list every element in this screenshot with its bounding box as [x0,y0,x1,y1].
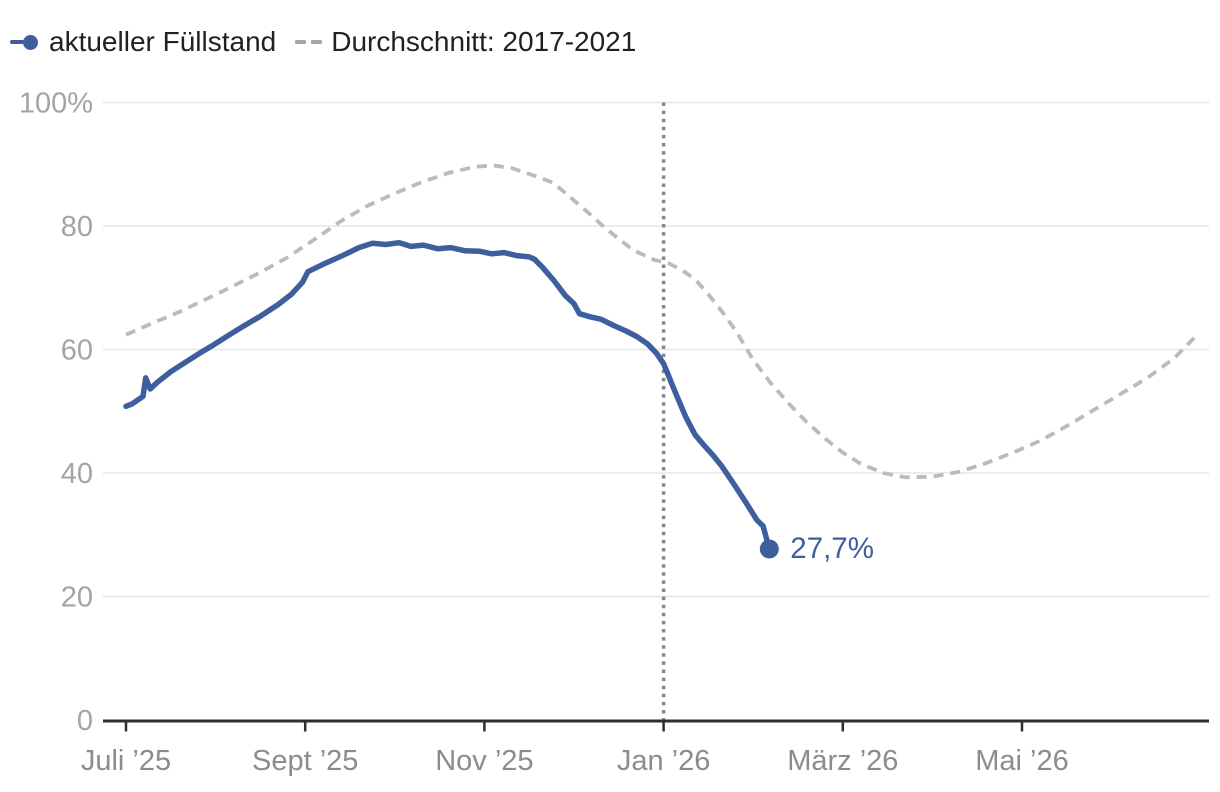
x-tick-label: März ’26 [787,745,898,777]
series-average-line [125,163,1199,480]
chart-legend: aktueller Füllstand Durchschnitt: 2017-2… [10,24,636,60]
legend-line-segment [10,39,29,45]
x-tick-label: Mai ’26 [975,745,1069,777]
legend-dash [295,40,307,44]
y-tick-label: 40 [61,458,93,490]
y-tick-label: 80 [61,211,93,243]
legend-item-average: Durchschnitt: 2017-2021 [295,24,636,60]
legend-dot [23,34,38,50]
dashed-line-marker-icon [295,40,323,44]
y-tick-label: 0 [77,705,93,737]
y-tick-label: 60 [61,335,93,367]
y-tick-label: 20 [61,582,93,614]
legend-label-average: Durchschnitt: 2017-2021 [331,26,637,57]
line-dot-marker-icon [10,34,40,50]
legend-label-current: aktueller Füllstand [49,26,277,57]
y-tick-label: 100% [19,88,93,120]
x-tick-label: Nov ’25 [435,745,533,777]
x-tick-label: Juli ’25 [81,745,171,777]
series-current-line [123,239,773,552]
endpoint-value-label: 27,7% [790,532,874,565]
endpoint-dot [759,539,779,559]
x-tick-label: Jan ’26 [617,745,711,777]
legend-dash [311,40,323,44]
legend-item-current: aktueller Füllstand [10,24,276,60]
x-tick-label: Sept ’25 [252,745,358,777]
